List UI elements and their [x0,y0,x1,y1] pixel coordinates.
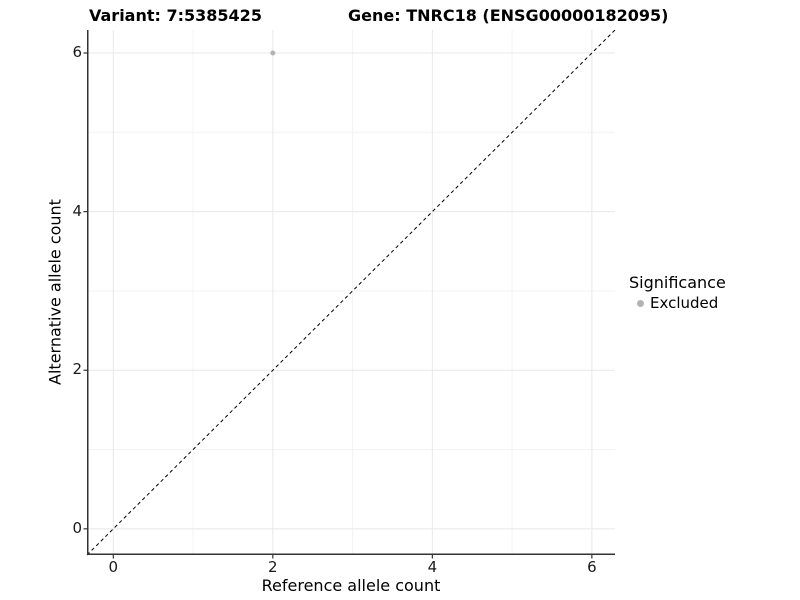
y-tick-label: 0 [72,518,82,537]
plot-title-gene: Gene: TNRC18 (ENSG00000182095) [348,6,669,25]
x-tick-label: 0 [108,558,119,576]
legend-title: Significance [629,273,726,292]
x-tick-label: 4 [427,558,438,576]
identity-line [86,29,616,556]
y-tick-label: 6 [72,42,82,61]
y-axis-title: Alternative allele count [45,199,65,385]
y-tick-label: 4 [72,201,82,220]
x-axis-title: Reference allele count [261,576,441,595]
plot-title-variant: Variant: 7:5385425 [89,6,262,25]
legend-entry-label: Excluded [650,294,719,312]
data-point [270,50,276,56]
x-tick-label: 6 [587,558,597,576]
legend: Significance Excluded [629,273,726,313]
y-tick-label: 2 [72,360,82,379]
plot-panel [83,29,616,559]
legend-key [632,295,649,312]
legend-point-icon [637,300,644,307]
x-tick-label: 2 [268,558,278,576]
legend-entry-excluded: Excluded [632,294,726,313]
